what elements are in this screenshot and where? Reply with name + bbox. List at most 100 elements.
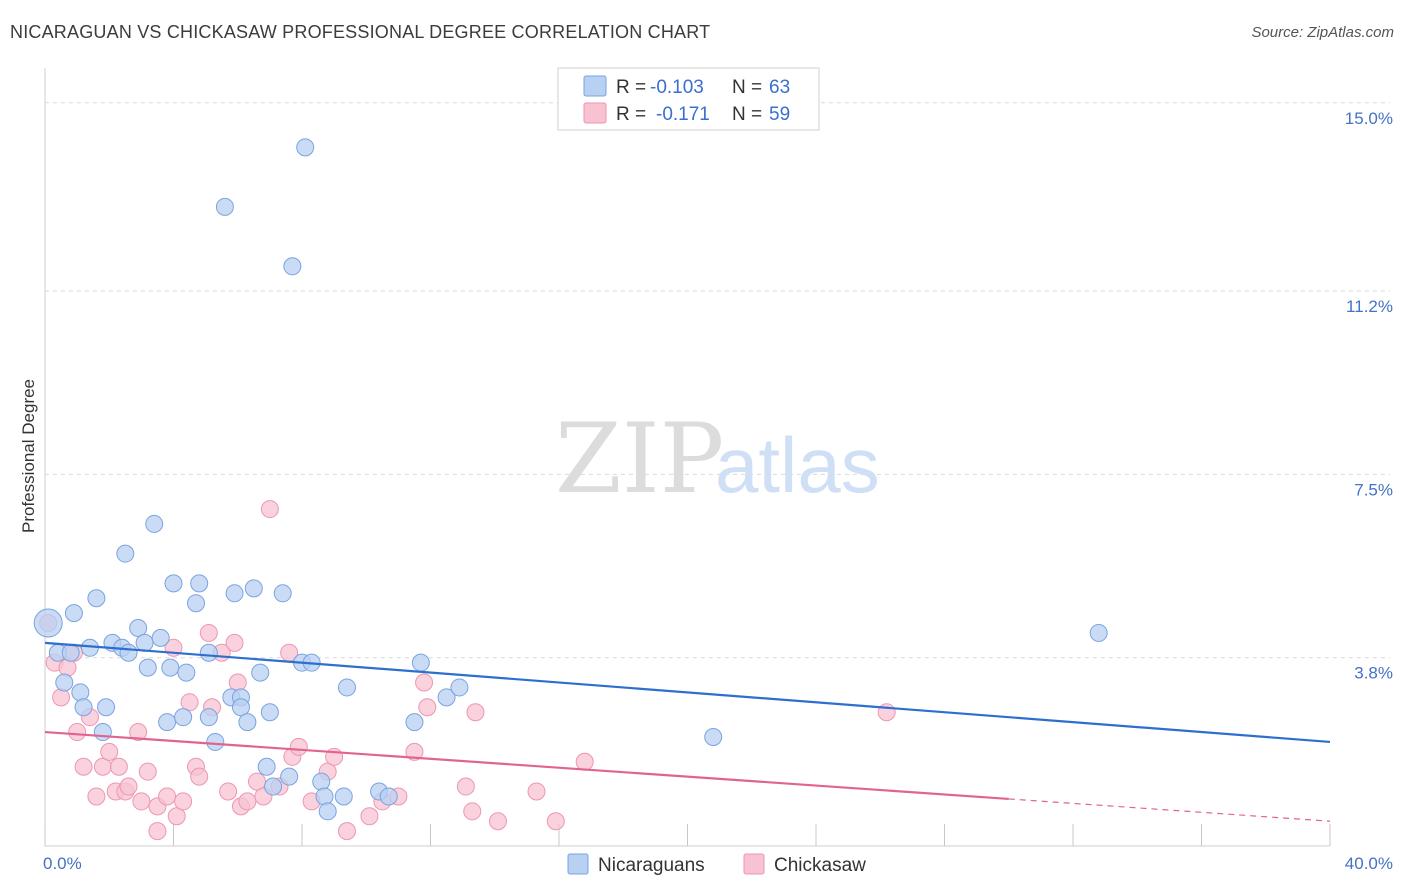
- nicaraguan-point-43: [283, 257, 302, 276]
- nicaraguan-point-48: [315, 787, 334, 806]
- nicaraguan-point-30: [215, 197, 234, 216]
- nicaraguan-point-34: [231, 698, 250, 717]
- chickasaw-point-56: [527, 782, 546, 801]
- nicaraguan-point-22: [164, 574, 183, 593]
- chickasaw-point-46: [360, 807, 379, 826]
- nicaraguan-point-17: [138, 658, 157, 677]
- nicaraguan-point-6: [74, 698, 93, 717]
- x-tick-marks: [44, 824, 1331, 846]
- chickasaw-point-16: [132, 792, 151, 811]
- nicaraguan-point-56: [437, 688, 456, 707]
- chickasaw-point-8: [87, 787, 106, 806]
- chart-title: NICARAGUAN VS CHICKASAW PROFESSIONAL DEG…: [10, 22, 711, 42]
- watermark-atlas: atlas: [715, 421, 880, 509]
- chickasaw-point-57: [546, 812, 565, 831]
- nicaraguan-point-49: [318, 802, 337, 821]
- nicaraguan-point-36: [244, 579, 263, 598]
- nicaraguan-point-57: [450, 678, 469, 697]
- nicaraguan-point-13: [116, 544, 135, 563]
- trend-lines: [44, 641, 1331, 822]
- nicaraguan-point-42: [280, 767, 299, 786]
- chickasaw-point-35: [248, 772, 267, 791]
- nicaraguan-point-55: [411, 653, 430, 672]
- bottom-legend-chickasaw: Chickasaw: [774, 855, 866, 876]
- x-tick-label-1: 40.0%: [1345, 854, 1393, 873]
- bottom-legend-pink-swatch: [743, 853, 765, 875]
- chickasaw-point-14: [119, 777, 138, 796]
- chickasaw-point-10: [100, 742, 119, 761]
- nicaraguan-point-16: [135, 633, 154, 652]
- x-tick-label-0: 0.0%: [43, 854, 82, 873]
- nicaraguan-point-37: [251, 663, 270, 682]
- nicaraguan-point-47: [312, 772, 331, 791]
- y-tick-label-0: 3.8%: [1354, 664, 1393, 683]
- nicaraguan-point-40: [264, 777, 283, 796]
- nicaraguan-point-38: [257, 757, 276, 776]
- nicaraguan-point-8: [87, 589, 106, 608]
- nicaraguan-trend-line: [44, 641, 1331, 744]
- chickasaw-point-34: [238, 792, 257, 811]
- y-tick-label-3: 15.0%: [1345, 109, 1393, 128]
- nicaraguan-point-2: [55, 673, 74, 692]
- chickasaw-point-24: [180, 693, 199, 712]
- nicaraguan-point-19: [151, 628, 170, 647]
- y-tick-labels: 3.8% 7.5% 11.2% 15.0%: [1345, 109, 1393, 683]
- nicaraguan-point-51: [337, 678, 356, 697]
- legend-n-label-2: N =: [732, 104, 762, 125]
- nicaraguan-point-10: [97, 698, 116, 717]
- chickasaw-point-54: [466, 703, 485, 722]
- nicaraguan-point-4: [64, 604, 83, 623]
- nicaraguan-point-21: [161, 658, 180, 677]
- legend-n-label-1: N =: [732, 77, 762, 98]
- legend-r-value-2: -0.171: [656, 104, 710, 125]
- x-tick-labels: 0.0% 40.0%: [43, 854, 1393, 873]
- chickasaw-point-20: [158, 787, 177, 806]
- nicaraguan-point-3: [61, 643, 80, 662]
- chickasaw-point-15: [129, 723, 148, 742]
- chickasaw-point-27: [199, 623, 218, 642]
- nicaraguan-point-26: [190, 574, 209, 593]
- chickasaw-point-51: [418, 698, 437, 717]
- nicaraguan-point-35: [238, 713, 257, 732]
- chickasaw-point-41: [289, 737, 308, 756]
- chickasaw-point-30: [219, 782, 238, 801]
- chickasaw-point-45: [337, 822, 356, 841]
- series-legend: Nicaraguans Chickasaw: [567, 853, 866, 876]
- y-tick-label-2: 11.2%: [1346, 297, 1393, 316]
- legend-pink-swatch: [583, 102, 607, 124]
- correlation-legend: R = -0.103 N = 63 R = -0.171 N = 59: [557, 67, 820, 131]
- nicaraguan-point-18: [145, 514, 164, 533]
- nicaraguan-point-28: [199, 708, 218, 727]
- nicaraguan-point-54: [405, 713, 424, 732]
- chickasaw-point-31: [225, 633, 244, 652]
- nicaraguan-point-5: [71, 683, 90, 702]
- nicaraguan-point-20: [158, 713, 177, 732]
- chickasaw-point-18: [148, 822, 167, 841]
- bottom-legend-nicaraguans: Nicaraguans: [598, 855, 705, 876]
- legend-blue-swatch: [583, 75, 607, 97]
- y-tick-label-1: 7.5%: [1354, 480, 1393, 499]
- chickasaw-point-12: [109, 757, 128, 776]
- nicaraguan-point-32: [225, 584, 244, 603]
- chickasaw-point-37: [260, 500, 279, 519]
- chickasaw-point-52: [456, 777, 475, 796]
- bottom-legend-blue-swatch: [567, 853, 589, 875]
- source-label: Source: ZipAtlas.com: [1251, 24, 1394, 41]
- nicaraguan-point-50: [334, 787, 353, 806]
- chickasaw-trend-extension: [1008, 798, 1331, 822]
- nicaraguan-point-15: [129, 618, 148, 637]
- nicaraguan-point-27: [199, 643, 218, 662]
- chickasaw-points: [39, 500, 896, 841]
- nicaraguan-point-39: [260, 703, 279, 722]
- chickasaw-point-6: [74, 757, 93, 776]
- nicaraguan-point-53: [379, 787, 398, 806]
- nicaraguan-point-23: [174, 708, 193, 727]
- nicaraguan-point-9: [93, 723, 112, 742]
- legend-n-value-1: 63: [769, 77, 790, 98]
- nicaraguan-point-14: [119, 643, 138, 662]
- nicaraguan-point-29: [206, 732, 225, 751]
- nicaraguan-point-59: [1089, 623, 1108, 642]
- chickasaw-point-50: [415, 673, 434, 692]
- legend-r-label-2: R =: [616, 104, 646, 125]
